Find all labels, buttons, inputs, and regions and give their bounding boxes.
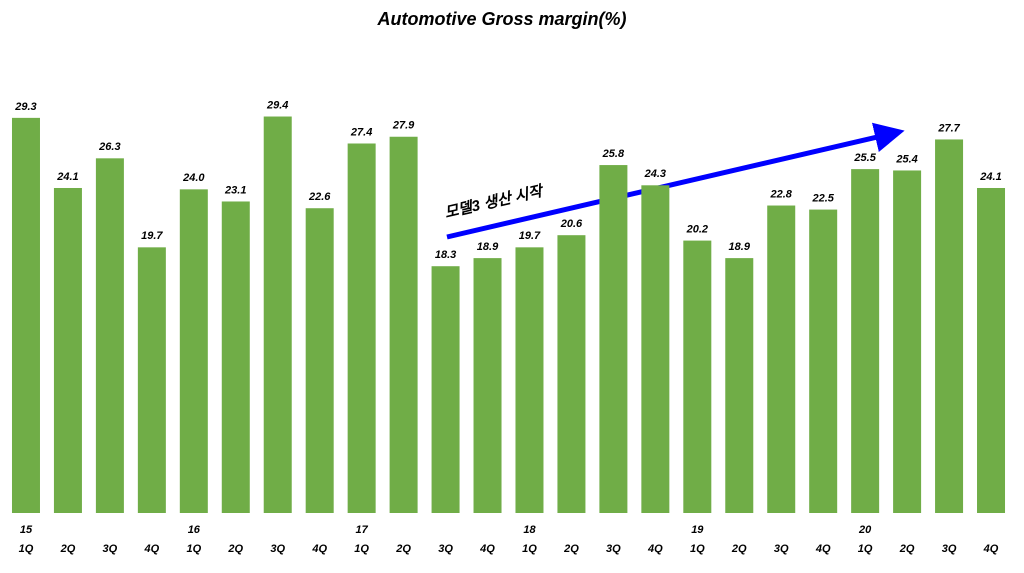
x-tick-label: 1Q <box>858 543 873 555</box>
x-tick-label: 2Q <box>60 543 76 555</box>
data-label: 18.3 <box>435 249 456 261</box>
bar <box>53 187 82 513</box>
bar <box>179 189 208 514</box>
bar <box>641 185 670 513</box>
data-label: 22.6 <box>308 191 331 203</box>
data-label: 22.5 <box>811 192 834 204</box>
data-label: 25.4 <box>895 153 917 165</box>
x-group-label: 17 <box>356 524 369 536</box>
bar <box>725 258 754 513</box>
x-tick-label: 2Q <box>395 543 411 555</box>
bar <box>473 258 502 513</box>
data-label: 22.8 <box>770 188 793 200</box>
chart-title: Automotive Gross margin(%) <box>376 9 626 29</box>
data-label: 27.9 <box>392 120 415 132</box>
data-label: 19.7 <box>141 230 163 242</box>
bar <box>809 209 838 514</box>
bar <box>977 187 1006 513</box>
bar <box>683 240 712 514</box>
bar <box>11 117 40 514</box>
x-tick-label: 2Q <box>899 543 915 555</box>
x-group-label: 19 <box>691 524 704 536</box>
x-group-label: 18 <box>523 524 536 536</box>
bar <box>767 205 796 514</box>
x-tick-label: 1Q <box>522 543 537 555</box>
x-tick-label: 4Q <box>311 543 327 555</box>
data-label: 24.3 <box>644 168 666 180</box>
data-label: 24.0 <box>182 172 205 184</box>
bar <box>851 169 880 513</box>
data-label: 23.1 <box>224 184 246 196</box>
x-tick-label: 1Q <box>690 543 705 555</box>
x-tick-label: 1Q <box>186 543 201 555</box>
data-label: 29.3 <box>14 101 36 113</box>
data-label: 19.7 <box>519 230 541 242</box>
x-tick-label: 1Q <box>354 543 369 555</box>
data-label: 24.1 <box>56 171 78 183</box>
x-group-label: 16 <box>188 524 201 536</box>
data-label: 27.7 <box>937 122 960 134</box>
x-tick-label: 2Q <box>731 543 747 555</box>
data-label: 27.4 <box>350 126 372 138</box>
x-tick-label: 4Q <box>647 543 663 555</box>
data-label: 25.5 <box>853 152 876 164</box>
bar <box>557 235 586 514</box>
bar <box>599 165 628 513</box>
bar <box>95 158 124 513</box>
x-tick-label: 4Q <box>815 543 831 555</box>
x-tick-label: 2Q <box>227 543 243 555</box>
x-tick-label: 3Q <box>103 543 118 555</box>
x-tick-label: 2Q <box>563 543 579 555</box>
bar <box>431 266 460 513</box>
bar <box>935 139 964 513</box>
bar <box>389 136 418 513</box>
x-tick-label: 3Q <box>774 543 789 555</box>
data-label: 20.2 <box>686 223 708 235</box>
data-label: 18.9 <box>477 241 499 253</box>
bar <box>893 170 922 513</box>
bar <box>221 201 250 514</box>
bar <box>263 116 292 514</box>
data-label: 26.3 <box>98 141 120 153</box>
x-group-label: 15 <box>20 524 33 536</box>
data-label: 25.8 <box>602 148 625 160</box>
data-label: 29.4 <box>266 99 288 111</box>
data-label: 20.6 <box>560 218 583 230</box>
bar <box>137 247 166 513</box>
data-label: 18.9 <box>729 241 751 253</box>
x-tick-label: 3Q <box>606 543 621 555</box>
x-tick-label: 4Q <box>144 543 160 555</box>
x-tick-label: 3Q <box>438 543 453 555</box>
data-label: 24.1 <box>979 171 1001 183</box>
bar <box>347 143 376 513</box>
x-tick-label: 3Q <box>270 543 285 555</box>
x-tick-label: 4Q <box>479 543 495 555</box>
bar <box>305 208 334 514</box>
x-tick-label: 1Q <box>19 543 34 555</box>
x-group-label: 20 <box>858 524 872 536</box>
x-tick-label: 4Q <box>983 543 999 555</box>
bar <box>515 247 544 513</box>
x-tick-label: 3Q <box>942 543 957 555</box>
